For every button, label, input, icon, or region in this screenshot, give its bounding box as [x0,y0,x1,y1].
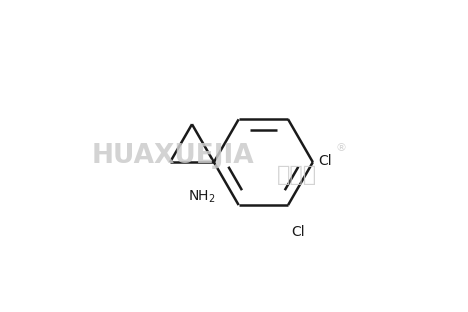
Text: ®: ® [335,143,346,153]
Text: 化学加: 化学加 [278,164,317,185]
Text: Cl: Cl [318,154,332,168]
Text: HUAXUEJIA: HUAXUEJIA [92,143,255,169]
Text: NH$_2$: NH$_2$ [188,188,215,205]
Text: Cl: Cl [291,225,305,239]
